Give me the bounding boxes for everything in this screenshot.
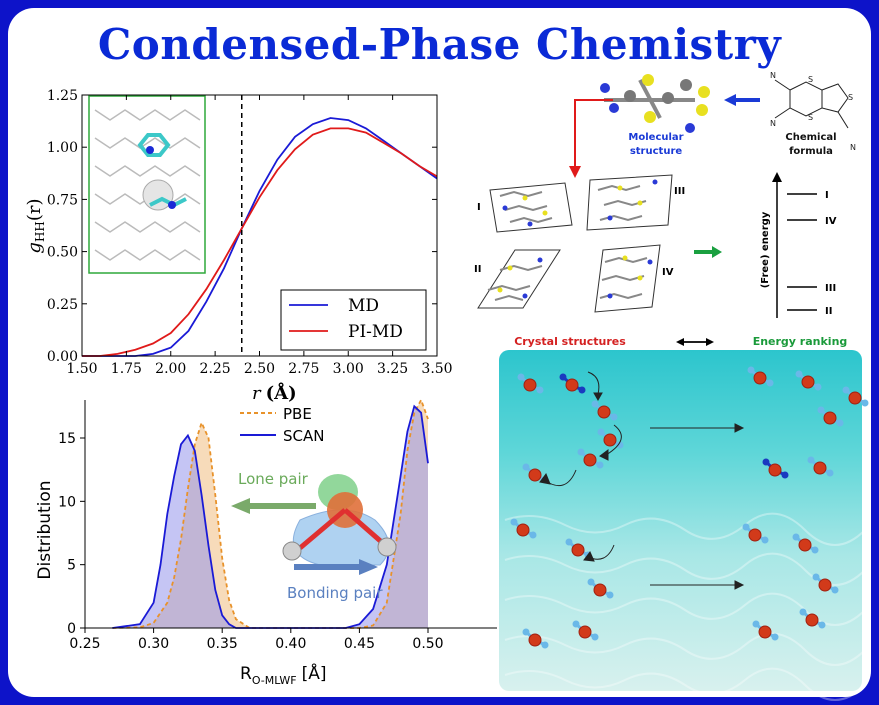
svg-text:S: S (808, 113, 813, 122)
rdf-ytick-label: 0.50 (47, 245, 78, 261)
rdf-ytick-label: 0.25 (47, 297, 78, 313)
double-arrow (676, 338, 714, 346)
rdf-series-md (82, 117, 438, 357)
rdf-series-pi-md (82, 127, 438, 357)
crystal-label-iv: IV (662, 267, 674, 278)
svg-text:N: N (770, 119, 776, 128)
molecular-structure-label-2: structure (630, 146, 683, 157)
water-simulation-image (499, 350, 862, 691)
svg-text:Lone pair: Lone pair (238, 470, 309, 488)
dist-xtick-label: 0.50 (412, 636, 443, 652)
rdf-xtick-label: 1.75 (111, 361, 142, 377)
svg-text:S: S (848, 93, 853, 102)
energy-ranking-label: Energy ranking (753, 335, 848, 348)
rdf-xtick-label: 2.75 (288, 361, 319, 377)
crystal-cell-iv (594, 244, 661, 313)
rdf-xtick-label: 2.50 (244, 361, 275, 377)
chemical-formula-label: Chemical (785, 132, 836, 143)
crystal-structures-label: Crystal structures (514, 335, 626, 348)
molecular-structure-label: Molecular (628, 132, 683, 143)
rdf-legend: MD PI-MD (280, 289, 427, 351)
legend-scan-label: SCAN (283, 427, 324, 445)
dist-xtick-label: 0.25 (69, 636, 100, 652)
dist-fill-scan (345, 406, 428, 628)
svg-text:N: N (850, 143, 856, 152)
dist-xtick-label: 0.40 (275, 636, 306, 652)
water-orbital-illustration (282, 474, 397, 566)
distribution-ylabel: Distribution (35, 480, 55, 579)
dist-series-scan (112, 404, 429, 629)
dist-fill-pbe (112, 422, 250, 628)
molecular-inset (88, 95, 206, 274)
page-title: Condensed-Phase Chemistry (97, 20, 782, 69)
rdf-xtick-label: 2.25 (200, 361, 231, 377)
dist-series-pbe (112, 397, 429, 629)
svg-text:S: S (808, 75, 813, 84)
crystal-cell-ii (477, 249, 561, 309)
rdf-ytick-label: 1.25 (47, 88, 78, 104)
rdf-ytick-label: 0.75 (47, 192, 78, 208)
energy-level-i: I (825, 190, 829, 201)
energy-level-iii: III (825, 283, 836, 294)
rdf-xtick-label: 1.50 (66, 361, 97, 377)
distribution-legend: PBE SCAN (240, 405, 324, 445)
lone-pair-annotation: Lone pair (231, 470, 316, 514)
molecular-structure-model (600, 74, 710, 133)
dist-ytick-label: 10 (58, 494, 76, 510)
rdf-xtick-label: 3.00 (333, 361, 364, 377)
rdf-xtick-label: 3.25 (377, 361, 408, 377)
crystal-label-iii: III (674, 186, 685, 197)
crystal-cell-i (489, 182, 573, 233)
dist-ytick-label: 15 (58, 431, 76, 447)
energy-level-iv: IV (825, 216, 837, 227)
red-arrow (574, 99, 613, 168)
dist-ytick-label: 5 (67, 558, 76, 574)
rdf-xtick-label: 2.00 (155, 361, 186, 377)
bonding-pair-annotation: Bonding pair (287, 559, 383, 602)
dist-xtick-label: 0.45 (344, 636, 375, 652)
dist-xtick-label: 0.35 (207, 636, 238, 652)
rdf-xtick-label: 3.50 (421, 361, 452, 377)
rdf-ytick-label: 0.00 (47, 349, 78, 365)
dist-xtick-label: 0.30 (138, 636, 169, 652)
rdf-ytick-label: 1.00 (47, 140, 78, 156)
green-arrow (694, 246, 722, 258)
legend-pbe-label: PBE (283, 405, 312, 423)
blue-arrow (724, 94, 760, 106)
chemical-formula-label-2: formula (789, 146, 833, 157)
rdf-xlabel: r (Å) (252, 381, 297, 404)
crystal-label-ii: II (474, 264, 481, 275)
chemical-formula-sketch (774, 79, 849, 129)
legend-md-label: MD (348, 296, 379, 316)
crystal-cell-iii (586, 174, 673, 231)
legend-pimd-label: PI-MD (348, 322, 403, 342)
crystal-label-i: I (477, 202, 481, 213)
energy-level-ii: II (825, 306, 832, 317)
distribution-xlabel: RO-MLWF [Å] (240, 662, 326, 687)
rdf-ylabel: gHH(r) (24, 198, 47, 253)
svg-text:Bonding pair: Bonding pair (287, 584, 383, 602)
dist-fill-scan (112, 435, 236, 628)
energy-axis-label: (Free) energy (760, 211, 771, 288)
dist-ytick-label: 0 (67, 621, 76, 637)
svg-text:N: N (770, 71, 776, 80)
energy-ladder: (Free) energy I IV III II (760, 172, 837, 318)
